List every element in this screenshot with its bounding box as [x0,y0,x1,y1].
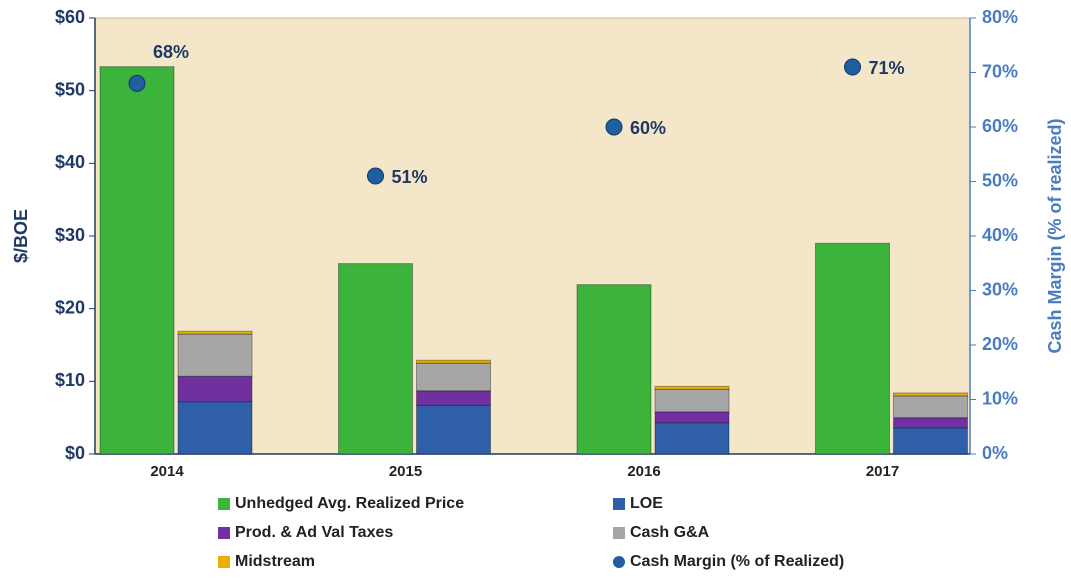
bar [416,359,491,364]
y2-axis-label: Cash Margin (% of realized) [1045,118,1065,353]
legend-label: Cash Margin (% of Realized) [630,553,844,570]
bar [177,330,253,335]
legend-swatch [613,556,625,568]
y2-tick-label: 30% [982,279,1018,299]
data-label: 51% [392,167,428,187]
y-tick-label: $10 [55,370,85,390]
bar [99,66,175,455]
legend-swatch [218,498,230,510]
y2-tick-label: 0% [982,443,1008,463]
margin-point [844,58,861,76]
legend-label: Cash G&A [630,524,710,541]
legend-swatch [218,556,230,568]
y-tick-label: $40 [55,152,85,172]
y2-tick-label: 10% [982,388,1018,408]
y2-tick-label: 20% [982,334,1018,354]
bar [416,390,491,406]
data-label: 60% [630,118,666,138]
bar [177,333,253,377]
legend-label: LOE [630,495,663,512]
bar [815,242,890,455]
x-tick-label: 2016 [627,463,660,480]
bar [893,392,968,397]
y-axis-label: $/BOE [11,209,31,263]
y-tick-label: $20 [55,297,85,317]
bar [338,263,413,455]
x-tick-label: 2015 [389,463,422,480]
legend-label: Prod. & Ad Val Taxes [235,524,393,541]
bar [893,417,968,429]
y2-tick-label: 70% [982,61,1018,81]
legend-swatch [613,527,625,539]
margin-point [367,167,384,185]
y2-tick-label: 40% [982,225,1018,245]
y2-tick-label: 60% [982,116,1018,136]
bar [177,375,253,403]
bar [893,395,968,419]
y-tick-label: $30 [55,225,85,245]
bar [654,385,730,390]
y-tick-label: $50 [55,79,85,99]
legend-label: Unhedged Avg. Realized Price [235,495,464,512]
bar [654,422,730,455]
y-tick-label: $0 [65,443,85,463]
bar [654,388,730,413]
y2-tick-label: 80% [982,7,1018,27]
margin-point [605,118,623,136]
bar [416,362,491,392]
legend-swatch [218,527,230,539]
legend-swatch [613,498,625,510]
x-tick-label: 2014 [150,463,184,480]
data-label: 71% [869,58,905,78]
bar [893,427,968,455]
x-tick-label: 2017 [866,463,899,480]
bar [177,401,253,455]
y2-tick-label: 50% [982,170,1018,190]
bar [576,284,652,455]
bar [654,411,730,424]
y-tick-label: $60 [55,7,85,27]
legend-label: Midstream [235,553,315,570]
data-label: 68% [153,42,189,62]
margin-point [128,74,146,92]
bar [416,404,491,455]
